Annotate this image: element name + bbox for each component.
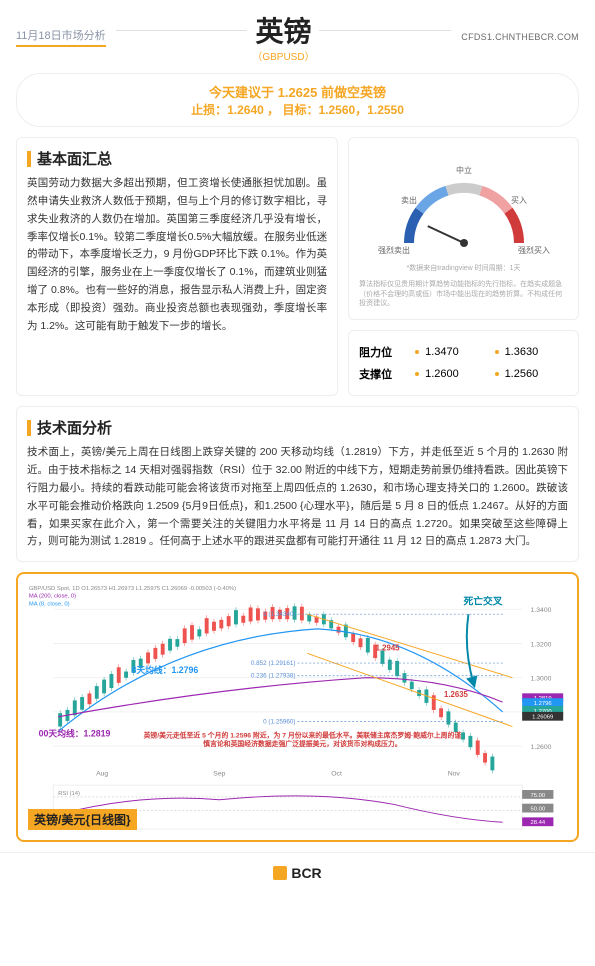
main-title: 英镑 xyxy=(255,10,311,50)
svg-text:Oct: Oct xyxy=(331,771,342,778)
svg-text:1.3000: 1.3000 xyxy=(531,676,552,683)
svg-text:8天均线：1.2796: 8天均线：1.2796 xyxy=(131,664,198,675)
recommendation-box: 今天建议于 1.2625 前做空英镑 止损：1.2640 ， 目标：1.2560… xyxy=(16,73,579,127)
svg-text:MA (8, close, 0): MA (8, close, 0) xyxy=(29,602,70,608)
svg-text:中立: 中立 xyxy=(456,165,472,175)
gauge-disclaimer: 算法指标仅见贵用期计算趋势动能指标的先行指标，在趋实成题急（价格不会理的高或低）… xyxy=(359,280,568,309)
svg-text:0.852 (1.29161): 0.852 (1.29161) xyxy=(251,660,296,667)
page-header: 11月18日市场分析 英镑 （GBPUSD） CFDS1.CHNTHEBCR.C… xyxy=(0,0,595,63)
technical-card: 技术面分析 技术面上，英镑/美元上周在日线图上跌穿关键的 200 天移动均线（1… xyxy=(16,406,579,562)
svg-text:0.236 (1.27938): 0.236 (1.27938) xyxy=(251,673,296,680)
reco-line-1: 今天建议于 1.2625 前做空英镑 xyxy=(33,82,562,101)
svg-text:GBP/USD Spot, 1D O1.26573 H1: GBP/USD Spot, 1D O1.26573 H1.26973 L1.25… xyxy=(29,586,236,592)
svg-text:Aug: Aug xyxy=(96,771,108,778)
gauge-card: 强烈卖出卖出中立买入强烈买入 *数据来自tradingview 时间周期：1天 … xyxy=(348,137,579,320)
site-url: CFDS1.CHNTHEBCR.COM xyxy=(461,32,579,42)
svg-text:1.26069: 1.26069 xyxy=(532,715,553,721)
svg-text:Sep: Sep xyxy=(213,771,225,778)
svg-text:0 (1.25960): 0 (1.25960) xyxy=(263,719,295,726)
page-footer: BCR xyxy=(0,852,595,901)
levels-card: 阻力位 1.3470 1.3630 支撑位 1.2600 1.2560 xyxy=(348,330,579,396)
technical-title: 技术面分析 xyxy=(27,417,568,438)
svg-text:28.44: 28.44 xyxy=(530,820,545,826)
svg-text:00天均线：1.2819: 00天均线：1.2819 xyxy=(39,728,111,739)
svg-text:75.00: 75.00 xyxy=(530,793,545,799)
support-row: 支撑位 1.2600 1.2560 xyxy=(359,363,568,385)
reco-line-2: 止损：1.2640 ， 目标：1.2560，1.2550 xyxy=(33,101,562,118)
support-label: 支撑位 xyxy=(359,366,409,382)
fundamental-card: 基本面汇总 英国劳动力数据大多超出预期，但工资增长使通胀担忧加剧。虽然申请失业救… xyxy=(16,137,338,396)
svg-text:50.00: 50.00 xyxy=(530,807,545,813)
gauge-source: *数据来自tradingview 时间周期：1天 xyxy=(407,264,521,274)
resistance-label: 阻力位 xyxy=(359,344,409,360)
svg-text:1.3200: 1.3200 xyxy=(531,642,552,649)
technical-body: 技术面上，英镑/美元上周在日线图上跌穿关键的 200 天移动均线（1.2819）… xyxy=(27,444,568,551)
brand-logo: BCR xyxy=(273,865,321,881)
svg-text:买入: 买入 xyxy=(511,196,527,205)
gauge-chart: 强烈卖出 卖出 中立买入强烈买入 xyxy=(374,148,554,258)
svg-text:MA (200, close, 0): MA (200, close, 0) xyxy=(29,594,76,600)
svg-text:Nov: Nov xyxy=(448,771,461,778)
svg-text:1.2635: 1.2635 xyxy=(444,690,469,699)
chart-card: GBP/USD Spot, 1D O1.26573 H1.26973 L1.25… xyxy=(16,572,579,842)
svg-text:强烈买入: 强烈买入 xyxy=(518,246,550,255)
resistance-row: 阻力位 1.3470 1.3630 xyxy=(359,341,568,363)
svg-text:RSI (14): RSI (14) xyxy=(58,791,80,797)
chart-overlay-label: 英镑/美元{日线图} xyxy=(28,809,137,830)
fundamental-body: 英国劳动力数据大多超出预期，但工资增长使通胀担忧加剧。虽然申请失业救济人数低于预… xyxy=(27,175,327,336)
svg-text:强烈卖出: 强烈卖出 xyxy=(378,245,410,255)
sub-title: （GBPUSD） xyxy=(116,48,452,63)
svg-text:卖出: 卖出 xyxy=(401,195,417,205)
svg-text:1.3400: 1.3400 xyxy=(531,608,552,615)
fundamental-title: 基本面汇总 xyxy=(27,148,327,169)
svg-text:1.2600: 1.2600 xyxy=(531,744,552,751)
price-chart: GBP/USD Spot, 1D O1.26573 H1.26973 L1.25… xyxy=(24,580,571,834)
date-label: 11月18日市场分析 xyxy=(16,27,106,47)
svg-text:1 (1.34340): 1 (1.34340) xyxy=(263,611,295,618)
svg-text:1.2945: 1.2945 xyxy=(376,644,401,653)
title-block: 英镑 （GBPUSD） xyxy=(116,10,452,63)
svg-text:死亡交叉: 死亡交叉 xyxy=(463,595,503,608)
